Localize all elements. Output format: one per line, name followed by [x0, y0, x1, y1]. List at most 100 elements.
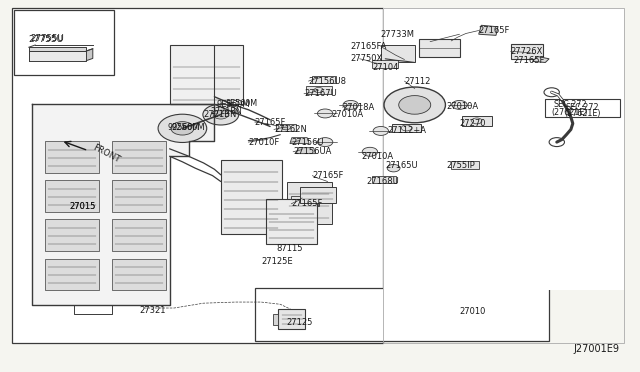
Bar: [273, 314, 278, 325]
Bar: [112, 141, 166, 173]
Text: 27018A: 27018A: [342, 103, 374, 112]
Bar: [372, 176, 396, 183]
Polygon shape: [29, 51, 86, 61]
Text: 27733M: 27733M: [381, 30, 415, 39]
Text: J27001E9: J27001E9: [573, 344, 620, 354]
Text: 9E560M: 9E560M: [225, 99, 257, 108]
Text: 27755U: 27755U: [29, 35, 64, 44]
Circle shape: [203, 104, 239, 125]
Text: 27010A: 27010A: [362, 153, 394, 161]
Text: 27156U8: 27156U8: [308, 77, 346, 86]
Text: 27010F: 27010F: [248, 138, 280, 147]
Text: (27621E): (27621E): [552, 108, 588, 117]
Text: 87115: 87115: [276, 244, 303, 253]
Text: 27165F: 27165F: [513, 56, 545, 65]
Circle shape: [452, 100, 467, 109]
Text: 27010A: 27010A: [447, 102, 479, 110]
Text: 27156UA: 27156UA: [293, 147, 332, 156]
Bar: [462, 116, 492, 126]
Bar: [12, 8, 383, 343]
Text: SEC.272: SEC.272: [554, 100, 588, 109]
Circle shape: [549, 138, 564, 147]
Text: 27750X: 27750X: [351, 54, 383, 63]
Text: 2721BN: 2721BN: [210, 107, 242, 116]
Circle shape: [544, 88, 559, 97]
Text: 2755IP: 2755IP: [447, 161, 476, 170]
Polygon shape: [86, 49, 93, 61]
Text: 27165F: 27165F: [291, 199, 323, 208]
Bar: [383, 8, 624, 343]
Bar: [266, 199, 317, 244]
Text: 27168U: 27168U: [366, 177, 399, 186]
Text: 27165F: 27165F: [255, 118, 286, 126]
Circle shape: [387, 164, 400, 172]
Bar: [306, 86, 332, 94]
Polygon shape: [29, 47, 86, 51]
Bar: [419, 39, 460, 57]
Text: 27015: 27015: [69, 202, 95, 211]
Bar: [45, 141, 99, 173]
Bar: [221, 160, 282, 234]
Circle shape: [317, 109, 333, 118]
Bar: [170, 45, 243, 104]
Text: 27165FA: 27165FA: [351, 42, 387, 51]
Text: 27321: 27321: [140, 306, 166, 315]
Circle shape: [158, 114, 207, 142]
Polygon shape: [296, 148, 316, 154]
Circle shape: [317, 138, 333, 147]
Text: 27165F: 27165F: [479, 26, 510, 35]
Polygon shape: [532, 57, 549, 62]
Circle shape: [282, 125, 291, 130]
Bar: [45, 219, 99, 251]
Polygon shape: [32, 104, 214, 305]
Bar: [383, 8, 624, 290]
Circle shape: [384, 87, 445, 123]
Text: 27162N: 27162N: [274, 125, 307, 134]
Text: 27165U: 27165U: [385, 161, 418, 170]
Text: FRONT: FRONT: [91, 142, 121, 164]
Text: 27125E: 27125E: [261, 257, 292, 266]
Bar: [300, 187, 336, 203]
Text: 27010: 27010: [460, 307, 486, 316]
Bar: [291, 196, 319, 206]
Text: 92560M: 92560M: [168, 123, 200, 132]
Bar: [312, 76, 336, 83]
Circle shape: [213, 110, 228, 119]
Text: 27156U: 27156U: [291, 138, 324, 147]
Polygon shape: [290, 138, 309, 144]
Circle shape: [373, 126, 388, 135]
Text: 27270: 27270: [460, 119, 486, 128]
Text: 27104: 27104: [372, 63, 399, 72]
Bar: [392, 124, 421, 132]
Bar: [45, 259, 99, 290]
Text: 27010A: 27010A: [332, 110, 364, 119]
Bar: [287, 182, 332, 224]
Text: SEC.272: SEC.272: [566, 103, 599, 112]
Bar: [112, 180, 166, 212]
Bar: [112, 259, 166, 290]
Circle shape: [399, 96, 431, 114]
Text: 27112+A: 27112+A: [387, 126, 426, 135]
Text: 27165F: 27165F: [312, 171, 344, 180]
Bar: [545, 99, 620, 117]
Text: 9E560M: 9E560M: [216, 100, 250, 109]
Bar: [255, 288, 549, 341]
Bar: [372, 60, 398, 68]
Text: 27755U: 27755U: [31, 34, 65, 43]
Bar: [14, 10, 114, 75]
Bar: [45, 180, 99, 212]
Circle shape: [362, 147, 378, 156]
Circle shape: [171, 122, 194, 135]
Text: 2721BN: 2721BN: [204, 110, 237, 119]
Text: 27125: 27125: [287, 318, 313, 327]
Bar: [112, 219, 166, 251]
Bar: [278, 309, 305, 329]
Text: 27167U: 27167U: [304, 89, 337, 98]
Bar: [451, 161, 479, 169]
Bar: [276, 124, 296, 131]
Polygon shape: [479, 25, 498, 35]
Text: 27112: 27112: [404, 77, 431, 86]
Text: 27015: 27015: [69, 202, 95, 211]
Text: 92560M: 92560M: [172, 123, 205, 132]
Bar: [381, 45, 415, 62]
